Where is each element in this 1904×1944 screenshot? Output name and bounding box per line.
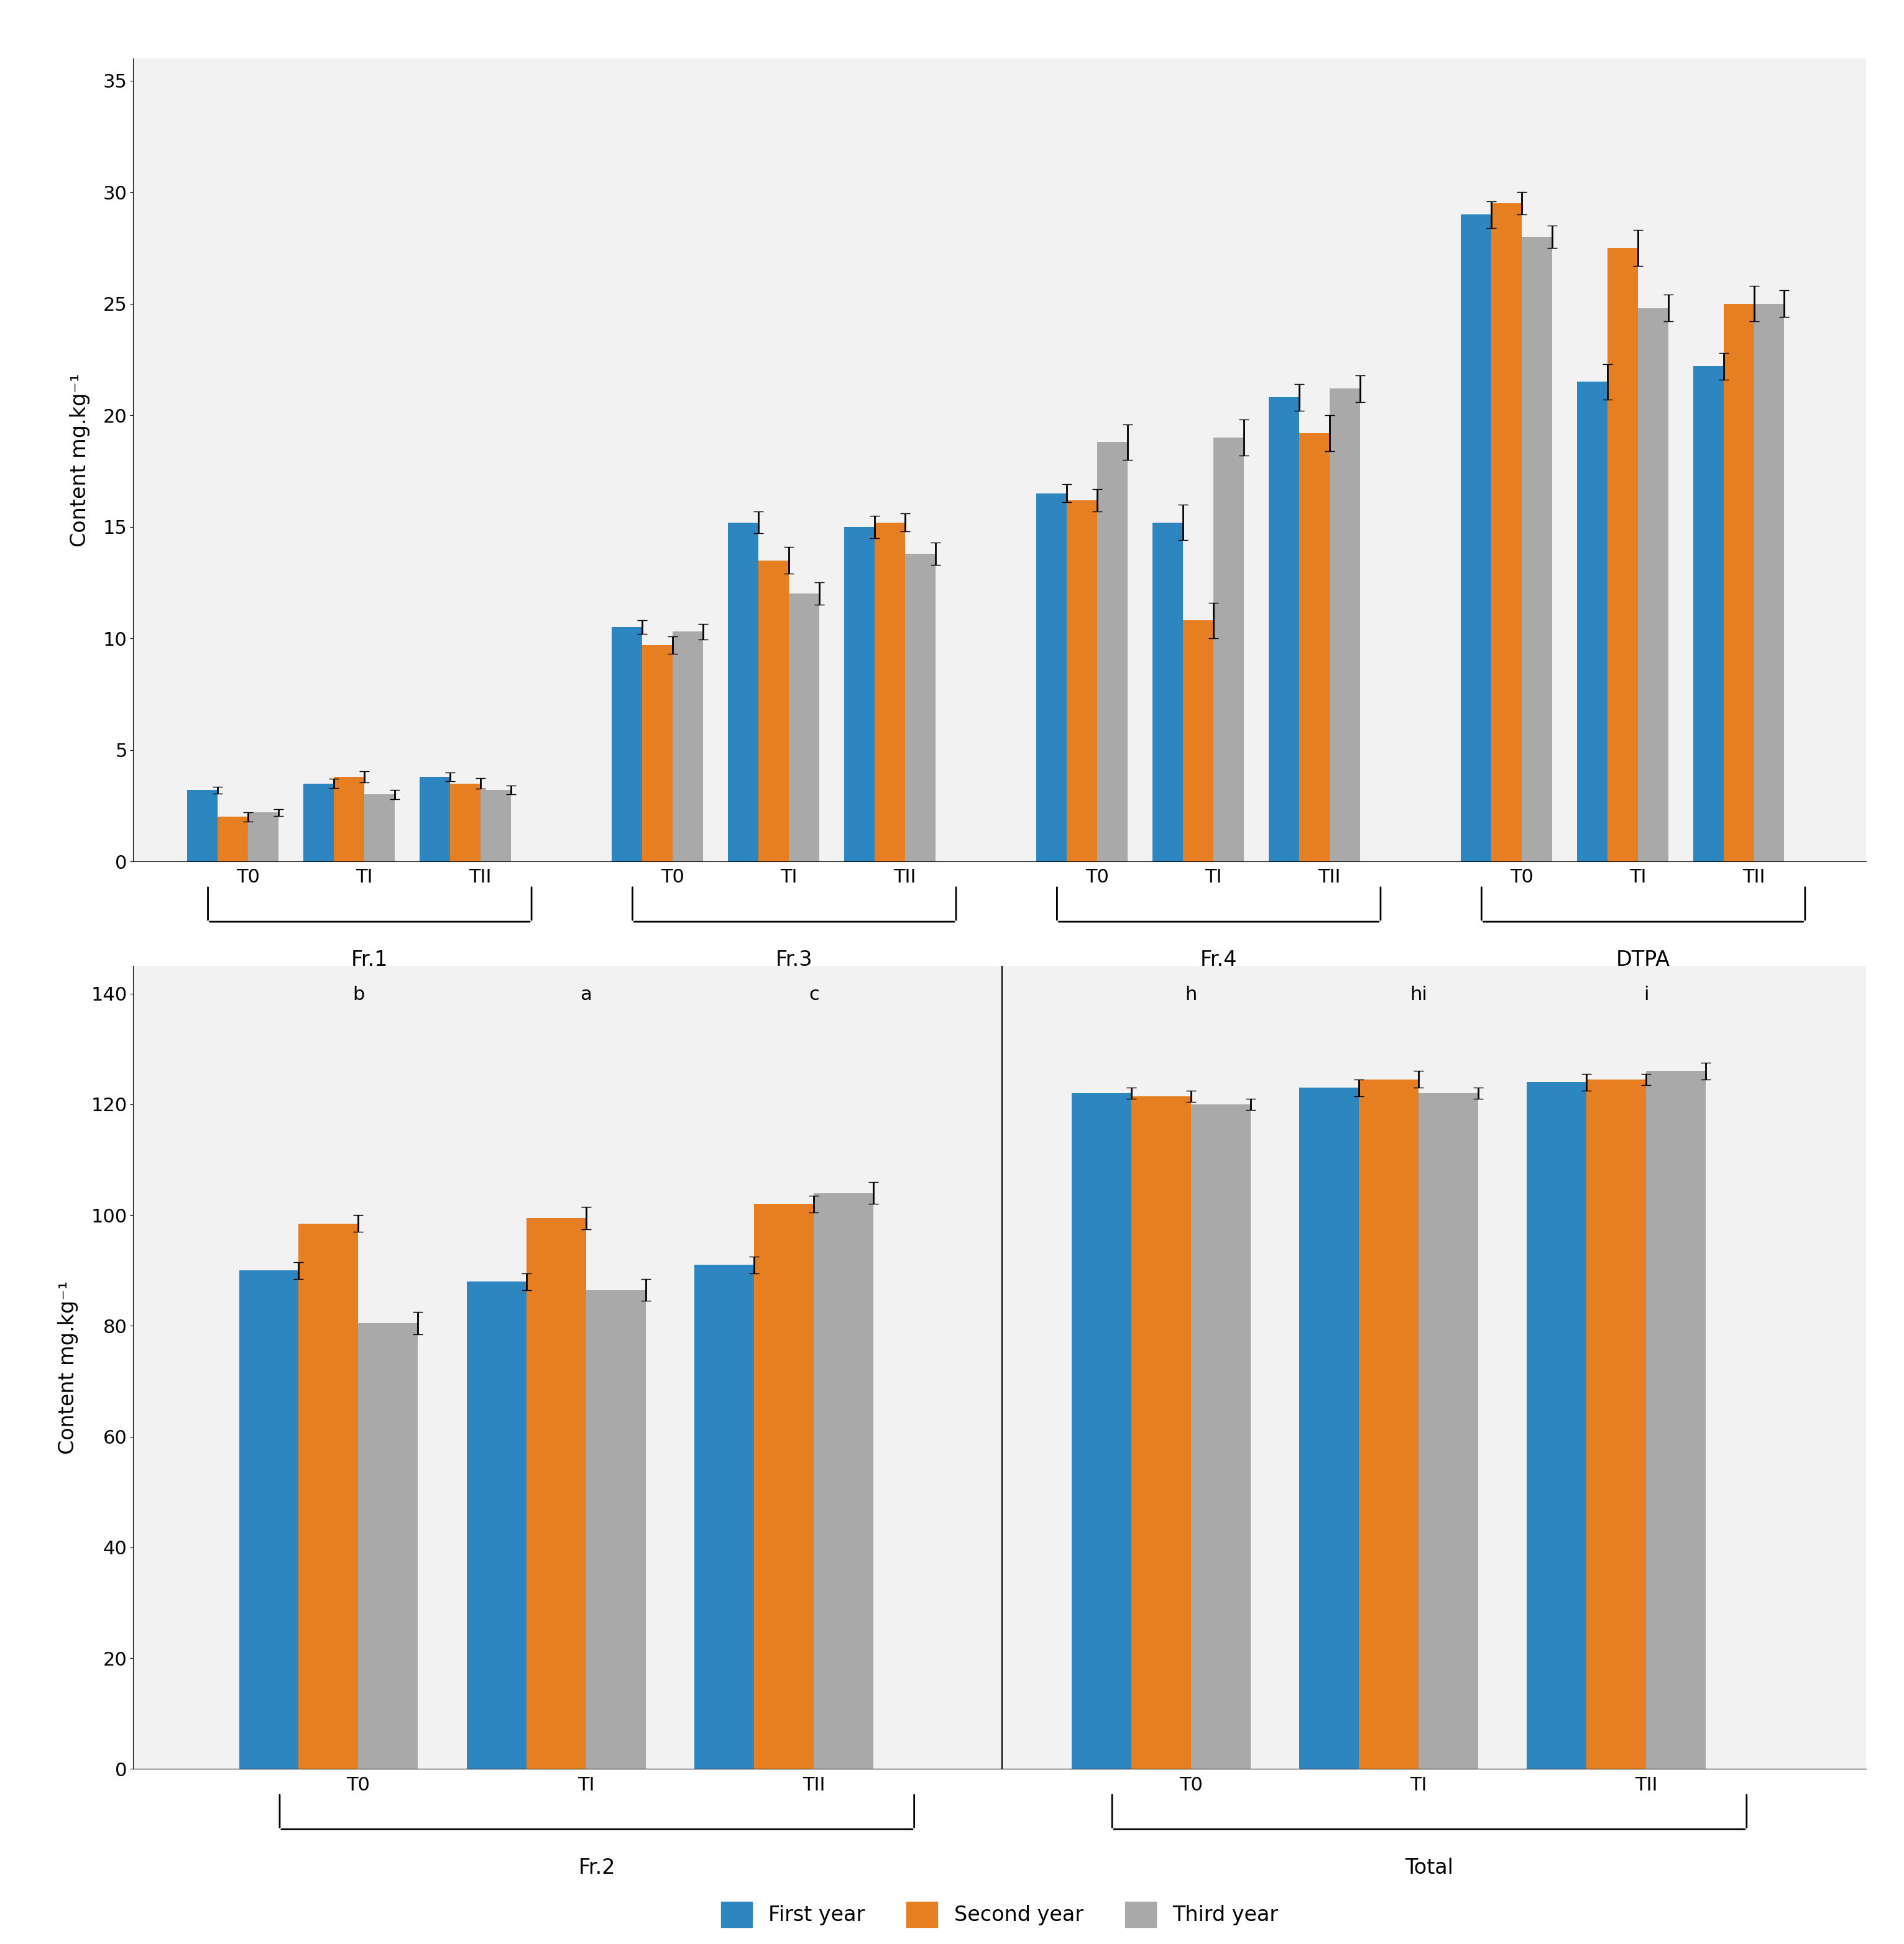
Bar (1491, 204, 1521, 861)
Bar (1182, 620, 1213, 861)
Bar (1066, 500, 1097, 861)
Bar (419, 778, 449, 861)
Legend: First year, Second year, Third year: First year, Second year, Third year (712, 1893, 1287, 1936)
Bar (1637, 309, 1668, 861)
Bar (1607, 249, 1637, 861)
Bar (1723, 303, 1754, 861)
Text: hi: hi (1409, 986, 1428, 1003)
Bar (1299, 1089, 1359, 1769)
Bar (1097, 441, 1127, 861)
Bar (1072, 1093, 1131, 1769)
Text: a: a (581, 986, 592, 1003)
Bar (1131, 1096, 1190, 1769)
Text: Fr.4: Fr.4 (1200, 951, 1238, 970)
Bar (449, 783, 480, 861)
Bar (526, 1217, 586, 1769)
Bar (187, 789, 217, 861)
Bar (1190, 1104, 1251, 1769)
Bar (1036, 494, 1066, 861)
Text: Fr.2: Fr.2 (579, 1857, 615, 1878)
Bar (248, 813, 278, 861)
Bar (874, 523, 904, 861)
Bar (904, 554, 935, 861)
Bar (1647, 1071, 1706, 1769)
Y-axis label: Content mg.kg⁻¹: Content mg.kg⁻¹ (57, 1281, 78, 1454)
Text: Total: Total (1405, 1857, 1453, 1878)
Text: c: c (809, 986, 819, 1003)
Bar (333, 778, 364, 861)
Bar (727, 523, 758, 861)
Bar (1268, 397, 1299, 861)
Bar (695, 1266, 754, 1769)
Bar (364, 795, 394, 861)
Bar (758, 560, 788, 861)
Bar (672, 632, 703, 861)
Bar (1213, 437, 1243, 861)
Bar (358, 1324, 419, 1769)
Bar (1693, 365, 1723, 861)
Bar (240, 1271, 299, 1769)
Bar (1754, 303, 1784, 861)
Bar (813, 1194, 874, 1769)
Bar (642, 645, 672, 861)
Bar (1359, 1079, 1418, 1769)
Text: Fr.1: Fr.1 (350, 951, 388, 970)
Bar (1527, 1083, 1586, 1769)
Bar (1577, 381, 1607, 861)
Bar (1521, 237, 1552, 861)
Bar (788, 593, 819, 861)
Bar (299, 1223, 358, 1769)
Text: i: i (1643, 986, 1649, 1003)
Bar (1460, 214, 1491, 861)
Bar (1586, 1079, 1647, 1769)
Bar (586, 1291, 645, 1769)
Bar (1418, 1093, 1478, 1769)
Text: DTPA: DTPA (1616, 951, 1670, 970)
Bar (1299, 434, 1329, 861)
Bar (303, 783, 333, 861)
Y-axis label: Content mg.kg⁻¹: Content mg.kg⁻¹ (70, 373, 89, 546)
Bar (1152, 523, 1182, 861)
Text: b: b (352, 986, 364, 1003)
Bar (611, 628, 642, 861)
Text: Fr.3: Fr.3 (775, 951, 813, 970)
Bar (466, 1281, 526, 1769)
Bar (217, 816, 248, 861)
Bar (1329, 389, 1359, 861)
Bar (754, 1203, 813, 1769)
Bar (480, 789, 510, 861)
Bar (843, 527, 874, 861)
Text: h: h (1184, 986, 1198, 1003)
